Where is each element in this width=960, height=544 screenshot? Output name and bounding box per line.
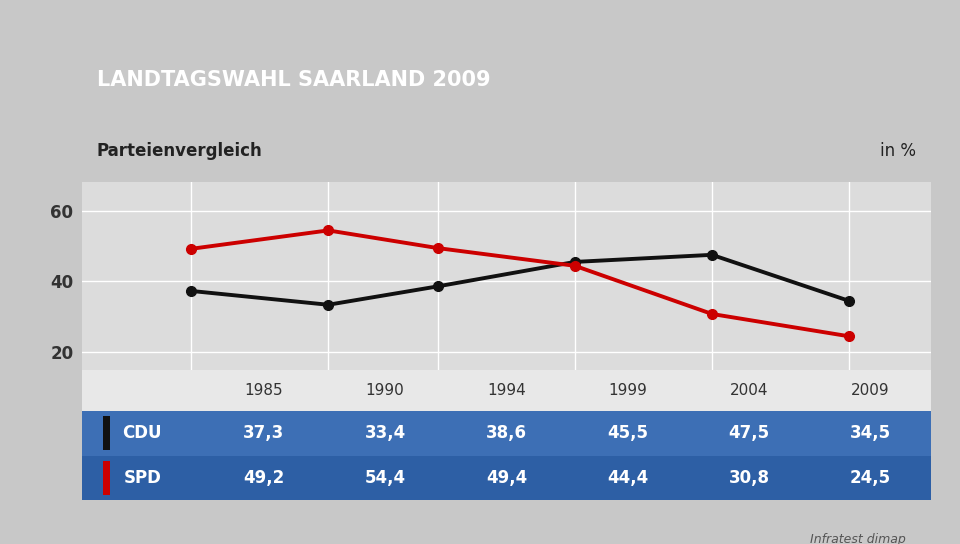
Text: 49,4: 49,4 xyxy=(486,469,527,487)
Text: LANDTAGSWAHL SAARLAND 2009: LANDTAGSWAHL SAARLAND 2009 xyxy=(97,70,491,90)
Text: SPD: SPD xyxy=(123,469,161,487)
Text: 1990: 1990 xyxy=(366,383,404,398)
Text: Infratest dimap: Infratest dimap xyxy=(810,534,905,544)
Bar xyxy=(82,456,931,500)
Text: CDU: CDU xyxy=(123,424,162,442)
Text: Parteienvergleich: Parteienvergleich xyxy=(97,142,263,160)
Text: 2004: 2004 xyxy=(730,383,768,398)
Text: 54,4: 54,4 xyxy=(365,469,405,487)
Text: 33,4: 33,4 xyxy=(365,424,406,442)
Text: 34,5: 34,5 xyxy=(850,424,891,442)
Bar xyxy=(103,461,109,495)
Bar xyxy=(103,416,109,450)
Text: 1994: 1994 xyxy=(487,383,526,398)
Text: 45,5: 45,5 xyxy=(608,424,648,442)
Bar xyxy=(82,411,931,456)
Text: 37,3: 37,3 xyxy=(243,424,284,442)
Text: 24,5: 24,5 xyxy=(850,469,891,487)
Text: 1999: 1999 xyxy=(609,383,647,398)
Text: 47,5: 47,5 xyxy=(729,424,770,442)
Text: 1985: 1985 xyxy=(245,383,283,398)
Text: 38,6: 38,6 xyxy=(486,424,527,442)
Text: in %: in % xyxy=(880,142,916,160)
Text: 30,8: 30,8 xyxy=(729,469,770,487)
Text: 44,4: 44,4 xyxy=(607,469,648,487)
Text: 2009: 2009 xyxy=(852,383,890,398)
Text: 49,2: 49,2 xyxy=(243,469,284,487)
Bar xyxy=(82,370,931,411)
